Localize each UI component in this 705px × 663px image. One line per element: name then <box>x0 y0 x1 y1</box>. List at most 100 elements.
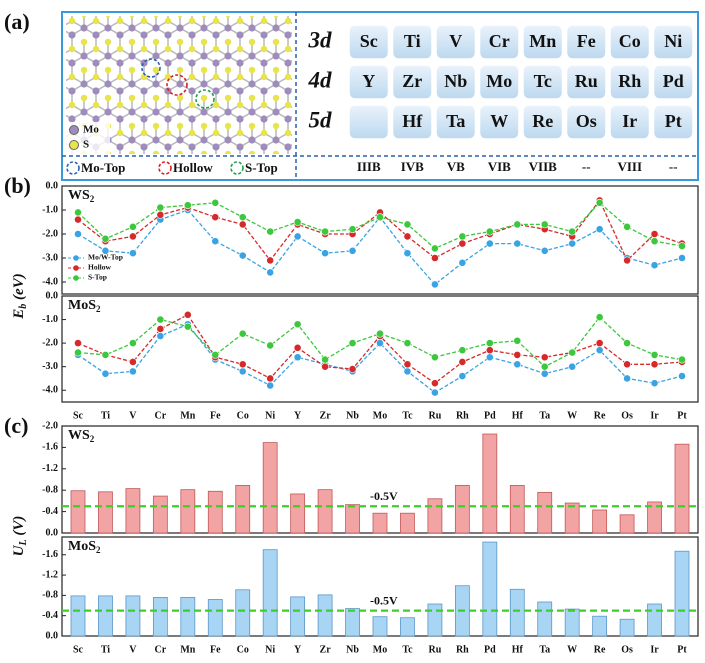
point <box>595 339 604 348</box>
point <box>348 365 357 373</box>
bar <box>70 595 86 637</box>
point <box>623 256 631 265</box>
bar <box>235 484 251 534</box>
bar <box>647 603 662 637</box>
element-cell <box>348 64 390 100</box>
x-tick-label: V <box>129 644 137 655</box>
point <box>540 353 549 362</box>
x-tick-label: Co <box>237 410 249 421</box>
point <box>540 369 549 378</box>
point <box>74 208 82 217</box>
point <box>431 388 439 397</box>
bar <box>372 616 388 637</box>
element: Ni <box>664 31 682 51</box>
point <box>485 227 494 236</box>
x-tick-label: Os <box>621 410 633 421</box>
point <box>568 348 577 357</box>
series-line <box>77 199 683 262</box>
y-tick-label: -3.0 <box>42 252 58 263</box>
bar <box>180 489 196 534</box>
group-label: IVB <box>401 159 424 174</box>
x-tick-label: Ta <box>539 410 550 421</box>
point <box>129 249 137 258</box>
x-tick-label: Fe <box>210 644 221 655</box>
point <box>403 220 412 229</box>
site-key <box>230 161 244 175</box>
label: MoS2 <box>68 298 101 314</box>
point <box>129 222 137 231</box>
bar <box>70 490 86 534</box>
point <box>74 348 82 357</box>
legend-label: S-Top <box>88 273 107 282</box>
point <box>431 254 439 262</box>
bar <box>454 484 470 534</box>
panel-label: (b) <box>4 173 31 198</box>
point <box>348 339 357 348</box>
x-tick-label: Cr <box>155 644 167 655</box>
point <box>650 261 659 270</box>
bar <box>317 489 333 534</box>
x-tick-label: Pt <box>677 410 687 421</box>
label-part: MoS <box>68 539 96 554</box>
point <box>74 215 82 224</box>
point <box>678 242 686 250</box>
site-key <box>66 161 80 175</box>
element: V <box>449 31 462 51</box>
bar <box>262 549 278 637</box>
point <box>183 310 192 319</box>
x-tick-label: Ir <box>650 644 659 655</box>
group-label: VB <box>447 159 465 174</box>
point <box>403 367 412 376</box>
site-marker <box>141 58 161 78</box>
x-tick-label: Sc <box>73 410 84 421</box>
legend-marker <box>73 275 79 281</box>
point <box>266 227 275 236</box>
y-tick-label: -3.0 <box>42 361 58 372</box>
point <box>266 381 275 390</box>
element: Mo <box>486 71 512 91</box>
legend-marker <box>73 255 79 261</box>
x-tick-label: Pd <box>484 644 496 655</box>
x-tick-label: Ir <box>650 410 659 421</box>
group-label: VIIB <box>529 159 558 174</box>
point <box>266 374 275 383</box>
point <box>458 358 467 366</box>
x-tick-label: Sc <box>73 644 84 655</box>
point <box>623 339 631 348</box>
label-part: WS <box>68 188 90 203</box>
x-tick-label: Nb <box>346 410 359 421</box>
bar <box>482 541 498 637</box>
point <box>458 372 467 380</box>
point <box>376 329 384 338</box>
site-key <box>158 161 172 175</box>
point <box>513 336 522 345</box>
site-marker <box>166 74 188 96</box>
bar <box>125 488 141 534</box>
x-tick-label: Mn <box>180 644 195 655</box>
element-cell <box>435 104 477 140</box>
element: Zr <box>402 71 422 91</box>
point <box>211 350 220 359</box>
element-cell <box>522 64 564 100</box>
label: Eb (eV) <box>11 273 29 319</box>
point <box>321 227 329 236</box>
point <box>595 225 604 234</box>
label: WS2 <box>68 188 95 204</box>
element-cell <box>478 24 520 60</box>
point <box>513 239 522 248</box>
panel-label: (a) <box>4 9 30 34</box>
point <box>238 329 247 338</box>
point <box>293 320 302 329</box>
label: WS2 <box>68 428 95 444</box>
series-line <box>77 323 683 394</box>
point <box>595 346 604 355</box>
point <box>568 239 577 248</box>
point <box>431 379 439 388</box>
element: Re <box>532 111 553 131</box>
point <box>266 268 275 277</box>
y-tick-label: 0.0 <box>46 180 59 191</box>
label-part: 2 <box>96 545 101 555</box>
element-cell <box>391 24 433 60</box>
label-part: WS <box>68 428 90 443</box>
